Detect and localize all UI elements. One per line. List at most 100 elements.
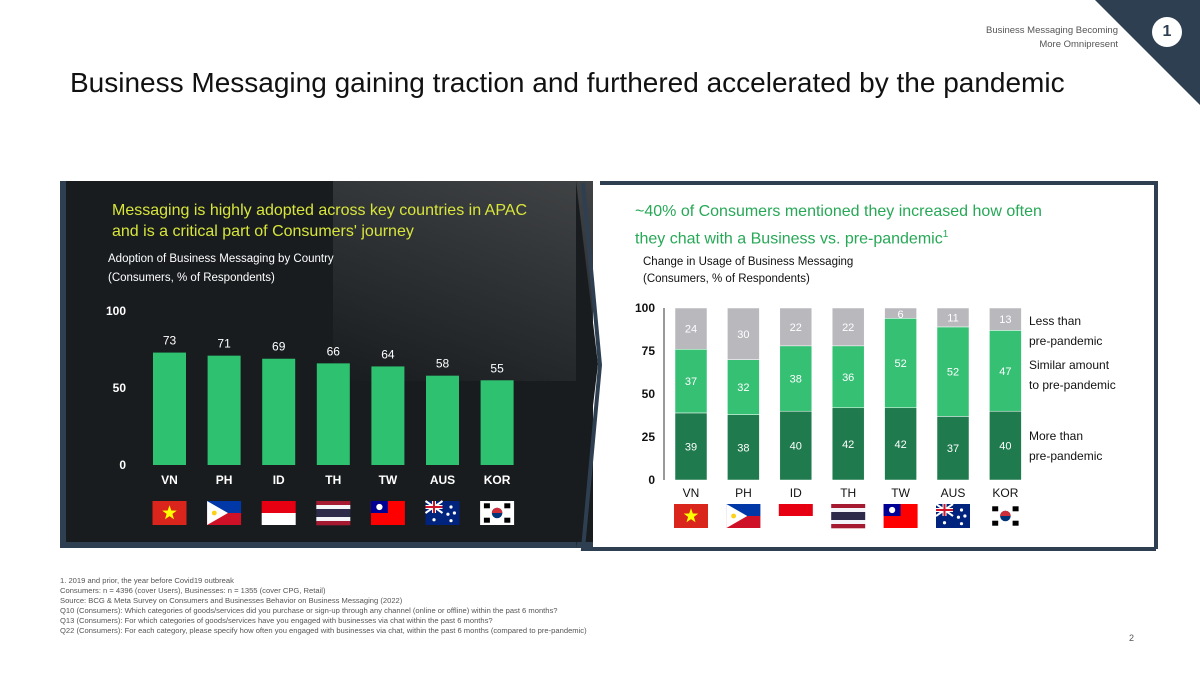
legend-similar: Similar amount to pre-pandemic (1029, 355, 1159, 395)
segment-vn-0 (674, 412, 708, 481)
segment-label-vn-2: 24 (685, 324, 697, 336)
segment-th-1 (831, 345, 865, 409)
segment-ph-1 (727, 359, 760, 415)
segment-vn-1 (674, 349, 708, 414)
legend-similar-line1: Similar amount (1029, 358, 1110, 372)
segment-label-tw-0: 42 (894, 439, 906, 451)
r-vn-flag-icon (674, 504, 708, 528)
x-tick-label-aus: AUS (430, 473, 455, 487)
data-label-id: 69 (272, 340, 286, 354)
left-chart-subtitle: Adoption of Business Messaging by Countr… (108, 250, 438, 288)
x-tick-label-aus: AUS (941, 486, 966, 500)
footnote-1: 1. 2019 and prior, the year before Covid… (60, 576, 234, 585)
segment-id-2 (779, 307, 813, 347)
y-tick-label: 0 (648, 473, 655, 487)
x-tick-label-ph: PH (216, 473, 233, 487)
legend-more-than-line1: More than (1029, 429, 1084, 443)
right-headline: ~40% of Consumers mentioned they increas… (635, 200, 1135, 250)
legend-similar-line2: to pre-pandemic (1029, 378, 1116, 392)
section-label: Business Messaging Becoming More Omnipre… (918, 24, 1118, 52)
segment-ph-2 (727, 307, 760, 360)
left-headline-line2: and is a critical part of Consumers' jou… (112, 223, 414, 240)
left-headline: Messaging is highly adopted across key c… (112, 200, 572, 242)
segment-label-th-2: 22 (842, 322, 854, 334)
right-frame-arrow-bottom (580, 182, 1156, 551)
x-tick-label-th: TH (325, 473, 341, 487)
segment-aus-1 (936, 326, 970, 417)
bar-vn (153, 352, 186, 465)
x-tick-label-ph: PH (735, 486, 752, 500)
segment-ph-0 (727, 414, 760, 481)
r-ph-flag-icon (726, 504, 761, 528)
tw-flag-icon (370, 501, 405, 525)
footnote-2: Consumers: n = 4396 (cover Users), Busin… (60, 586, 326, 595)
right-headline-footnote-mark: 1 (942, 229, 949, 240)
segment-tw-1 (884, 318, 917, 409)
y-tick-label: 50 (113, 381, 127, 395)
segment-label-aus-2: 11 (947, 312, 958, 324)
x-tick-label-kor: KOR (992, 486, 1018, 500)
segment-label-tw-2: 6 (898, 309, 904, 321)
segment-label-aus-1: 52 (947, 367, 959, 379)
segment-label-th-0: 42 (842, 439, 854, 451)
right-headline-line2-text: they chat with a Business vs. pre-pandem… (635, 230, 943, 248)
corner-triangle (1095, 0, 1200, 105)
segment-tw-2 (884, 307, 917, 319)
right-frame-top-right (600, 181, 1158, 549)
data-label-ph: 71 (217, 337, 231, 351)
r-aus-flag-icon (935, 503, 970, 528)
r-kor-flag-icon (988, 504, 1023, 528)
segment-id-1 (779, 345, 813, 412)
x-tick-label-kor: KOR (484, 473, 511, 487)
footnote-5: Q13 (Consumers): For which categories of… (60, 616, 493, 625)
right-subtitle-line1: Change in Usage of Business Messaging (643, 256, 854, 268)
bar-kor (480, 380, 514, 465)
segment-label-aus-0: 37 (947, 443, 959, 455)
left-subtitle-line1: Adoption of Business Messaging by Countr… (108, 253, 334, 265)
legend-more-than-line2: pre-pandemic (1029, 449, 1103, 463)
ph-flag-icon (207, 501, 242, 525)
segment-label-id-1: 38 (790, 374, 802, 386)
segment-kor-2 (989, 307, 1022, 331)
segment-label-id-2: 22 (790, 322, 802, 334)
footnotes: 1. 2019 and prior, the year before Covid… (60, 576, 960, 636)
y-tick-label: 75 (642, 344, 656, 358)
id-flag-icon (261, 501, 296, 525)
r-th-flag-icon (831, 504, 866, 529)
x-tick-label-tw: TW (379, 473, 398, 487)
y-tick-label: 100 (635, 301, 655, 315)
right-chart-subtitle: Change in Usage of Business Messaging (C… (643, 254, 973, 288)
legend-more-than: More than pre-pandemic (1029, 426, 1159, 466)
segment-label-ph-2: 30 (737, 329, 749, 341)
segment-aus-2 (936, 307, 970, 328)
data-label-aus: 58 (436, 357, 450, 371)
x-tick-label-id: ID (273, 473, 285, 487)
y-tick-label: 25 (642, 430, 656, 444)
bar-th (316, 363, 350, 465)
segment-id-0 (779, 410, 813, 481)
segment-label-tw-1: 52 (894, 358, 906, 370)
segment-label-vn-0: 39 (685, 441, 697, 453)
section-label-line1: Business Messaging Becoming (985, 25, 1118, 36)
bar-ph (207, 355, 241, 465)
data-label-th: 66 (327, 344, 341, 358)
segment-label-kor-2: 13 (999, 314, 1011, 326)
bar-id (262, 358, 296, 465)
data-label-tw: 64 (381, 347, 395, 361)
segment-label-id-0: 40 (790, 441, 802, 453)
segment-label-kor-0: 40 (999, 441, 1011, 453)
vn-flag-icon (152, 501, 187, 525)
bar-aus (426, 375, 459, 465)
bar-tw (371, 366, 405, 465)
segment-th-2 (831, 307, 865, 347)
legend-less-than-line2: pre-pandemic (1029, 334, 1103, 348)
footnote-3: Source: BCG & Meta Survey on Consumers a… (60, 596, 403, 605)
segment-label-ph-0: 38 (737, 442, 749, 454)
section-label-line2: More Omnipresent (1039, 39, 1118, 50)
segment-label-kor-1: 47 (999, 366, 1011, 378)
y-tick-label: 0 (119, 458, 126, 472)
r-tw-flag-icon (883, 504, 918, 528)
left-headline-line1: Messaging is highly adopted across key c… (112, 202, 528, 219)
footnote-6: Q22 (Consumers): For each category, plea… (60, 626, 587, 635)
